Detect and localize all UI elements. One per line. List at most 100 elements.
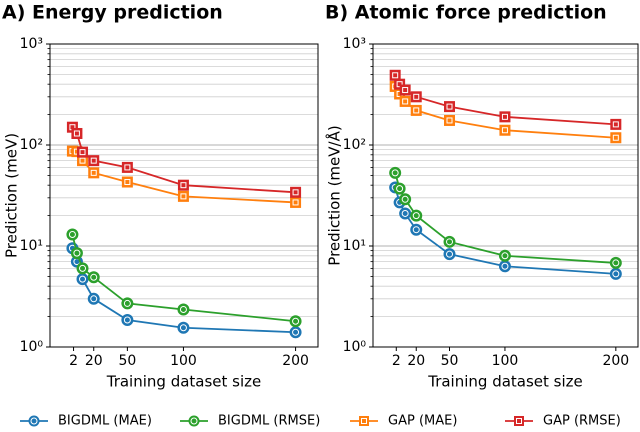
data-point [289,315,302,328]
legend-item: BIGDML (RMSE) [180,414,320,429]
marker-inner [412,226,420,234]
marker-outer [393,182,406,195]
marker-outer [498,249,511,262]
marker-outer [121,176,133,188]
data-point [499,124,511,136]
marker-inner [501,262,509,270]
marker-inner [73,130,80,137]
marker-outer [394,78,406,90]
marker-inner [612,121,619,128]
marker-inner [292,199,299,206]
data-point [177,190,189,202]
marker-outer [610,118,622,130]
data-point [410,91,422,103]
marker-inner [124,164,131,171]
marker-inner [90,295,98,303]
y-tick-label: 10² [20,137,43,153]
data-point [609,267,622,280]
data-point [609,256,622,269]
y-tick-label: 10¹ [20,238,43,254]
marker-outer [399,193,412,206]
data-point [444,114,456,126]
marker-inner [73,249,81,257]
marker-inner [90,157,97,164]
marker-inner [446,250,454,258]
data-point [289,326,302,339]
marker-inner [292,189,299,196]
marker-inner [396,81,403,88]
marker-inner [446,238,454,246]
data-point [88,167,100,179]
marker-inner [79,157,86,164]
data-point [393,182,406,195]
marker-outer [177,303,190,316]
legend-label: GAP (MAE) [388,414,457,429]
x-tick-label: 100 [492,353,519,369]
marker-inner [179,306,187,314]
y-tick-label: 10³ [20,36,43,52]
x-tick-label: 50 [441,353,459,369]
data-point [410,209,423,222]
marker-outer [121,314,134,327]
data-point [399,193,412,206]
legend-item: GAP (RMSE) [505,414,621,429]
y-axis-label: Prediction (meV) [3,133,21,258]
marker-outer [399,84,411,96]
x-axis-label: Training dataset size [106,373,262,391]
marker-inner [180,193,187,200]
data-point [87,271,100,284]
legend-item: BIGDML (MAE) [20,414,152,429]
data-point [88,155,100,167]
data-point [399,84,411,96]
marker-outer [399,207,412,220]
data-point [121,297,134,310]
x-tick-label: 100 [170,353,197,369]
legend-item: GAP (MAE) [350,414,457,429]
data-point [498,260,511,273]
marker-outer [443,248,456,261]
marker-inner [124,179,131,186]
marker-outer [76,262,89,275]
marker-outer [444,101,456,113]
marker-inner [68,230,76,238]
marker-inner [446,103,453,110]
legend-marker [28,415,40,427]
data-point [77,146,89,158]
marker-outer [389,166,402,179]
data-point [399,207,412,220]
x-tick-label: 2 [392,353,401,369]
marker-inner [79,149,86,156]
data-point [66,228,79,241]
data-point [71,127,83,139]
legend-marker [188,415,200,427]
data-point [177,321,190,334]
data-point [394,78,406,90]
marker-outer [610,132,622,144]
data-point [290,196,302,208]
x-tick-label: 20 [407,353,425,369]
x-tick-label: 2 [69,353,78,369]
data-point [121,176,133,188]
legend-marker-inner [30,417,38,425]
marker-outer [444,114,456,126]
x-tick-label: 200 [602,353,629,369]
marker-inner [392,72,399,79]
y-tick-label: 10¹ [343,238,366,254]
marker-inner [123,316,131,324]
marker-outer [499,111,511,123]
data-point [389,166,402,179]
marker-inner [402,98,409,105]
data-point [410,104,422,116]
marker-inner [401,209,409,217]
marker-inner [446,117,453,124]
y-tick-label: 10² [343,137,366,153]
marker-inner [292,317,300,325]
marker-inner [180,182,187,189]
chart-title: B) Atomic force prediction [325,2,607,24]
data-point [177,303,190,316]
legend-label: BIGDML (RMSE) [218,414,320,429]
legend-marker [359,416,369,426]
marker-outer [289,315,302,328]
legend-marker-inner [516,418,522,424]
